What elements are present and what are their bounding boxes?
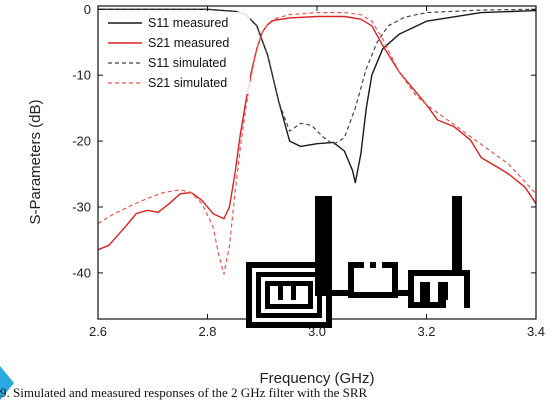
legend-box: [104, 12, 250, 94]
y-tick-label: -10: [72, 68, 91, 83]
x-tick-label: 3.4: [527, 324, 545, 339]
legend-label-s11-simulated: S11 simulated: [148, 56, 226, 70]
x-tick-label: 3.2: [417, 324, 435, 339]
x-tick-label: 2.6: [89, 324, 107, 339]
y-tick-label: 0: [84, 2, 91, 17]
series-line-s21-simulated: [97, 12, 537, 275]
y-axis-title: S-Parameters (dB): [27, 99, 44, 224]
series-layer: [97, 8, 537, 275]
series-line-s21-measured: [97, 15, 537, 251]
figure-caption: 9. Simulated and measured responses of t…: [0, 386, 368, 400]
y-tick-label: -40: [72, 265, 91, 280]
x-tick-label: 2.8: [198, 324, 216, 339]
legend: S11 measured S21 measured S11 simulated …: [104, 12, 250, 94]
y-tick-label: -30: [72, 199, 91, 214]
accent-chevron: [0, 366, 14, 400]
x-axis-title: Frequency (GHz): [259, 370, 374, 387]
legend-label-s11-measured: S11 measured: [148, 16, 228, 30]
legend-label-s21-simulated: S21 simulated: [148, 76, 227, 90]
y-tick-label: -20: [72, 134, 91, 149]
filter-layout-inset: [246, 196, 470, 328]
legend-label-s21-measured: S21 measured: [148, 36, 229, 50]
